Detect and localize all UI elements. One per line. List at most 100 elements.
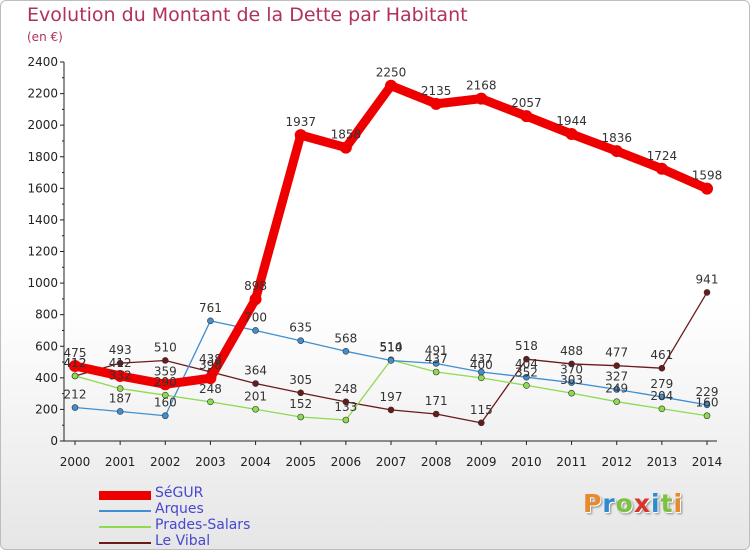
data-label: 477 xyxy=(605,346,628,360)
data-point xyxy=(252,327,259,334)
data-point xyxy=(207,398,214,406)
data-point xyxy=(207,317,214,325)
data-label: 635 xyxy=(289,321,312,335)
data-label: 514 xyxy=(380,340,403,354)
y-tick-label: 800 xyxy=(35,308,58,322)
logo-letter: P xyxy=(583,489,603,518)
data-point xyxy=(387,406,395,414)
data-point xyxy=(161,412,169,420)
data-label: 212 xyxy=(64,388,87,402)
y-tick-label: 1400 xyxy=(27,213,58,227)
data-label: 2135 xyxy=(421,84,452,98)
data-point xyxy=(610,145,623,158)
data-label: 493 xyxy=(109,343,132,357)
data-point xyxy=(655,162,668,175)
data-label: 133 xyxy=(334,400,357,414)
data-label: 152 xyxy=(289,397,312,411)
data-label: 370 xyxy=(560,363,583,377)
data-label: 1598 xyxy=(692,169,723,183)
y-tick-label: 200 xyxy=(35,402,58,416)
legend-swatch xyxy=(99,526,151,528)
data-point xyxy=(161,391,169,399)
x-tick-label-2005: 2005 xyxy=(285,455,316,469)
data-point xyxy=(387,357,395,364)
data-label: 1858 xyxy=(331,128,362,142)
y-tick-label: 2000 xyxy=(27,118,58,132)
data-label: 248 xyxy=(199,382,222,396)
data-label: 2168 xyxy=(466,79,497,93)
data-point xyxy=(523,373,530,381)
data-point xyxy=(385,79,397,92)
data-label: 1724 xyxy=(647,149,678,163)
data-point xyxy=(701,182,713,195)
data-label: 229 xyxy=(696,385,719,399)
data-label: 438 xyxy=(199,352,222,366)
data-label: 303 xyxy=(560,373,583,387)
data-point xyxy=(116,359,124,367)
data-point xyxy=(703,289,711,296)
data-point xyxy=(432,410,440,418)
data-label: 197 xyxy=(380,390,403,404)
chart-title: Evolution du Montant de la Dette par Hab… xyxy=(27,4,468,26)
logo-letter: i xyxy=(673,489,684,518)
logo-letter: i xyxy=(651,489,661,518)
data-label: 332 xyxy=(109,369,132,383)
data-point xyxy=(568,379,575,386)
legend-label: Le Vibal xyxy=(155,533,211,549)
chart-axes: 0 200 400 600 800 1000 1200 1400 1600 1800 2000 220… xyxy=(27,55,722,469)
data-point xyxy=(703,401,711,409)
data-point xyxy=(703,412,711,420)
data-label: 518 xyxy=(515,339,538,353)
data-point xyxy=(523,382,530,389)
data-point xyxy=(159,378,172,391)
y-tick-label: 2200 xyxy=(27,87,58,101)
data-point xyxy=(613,362,621,369)
y-tick-label: 400 xyxy=(35,371,58,385)
data-label: 187 xyxy=(109,391,132,405)
legend-swatch xyxy=(99,510,151,512)
data-label: 1836 xyxy=(601,131,632,145)
data-label: 412 xyxy=(109,356,132,370)
data-label: 115 xyxy=(470,403,493,417)
data-label: 2250 xyxy=(376,66,407,80)
data-point xyxy=(568,389,575,397)
logo-letter: r xyxy=(602,489,616,518)
x-tick-label-2012: 2012 xyxy=(601,455,632,469)
data-label: 700 xyxy=(244,310,267,324)
data-point xyxy=(613,398,621,405)
x-tick-label-2007: 2007 xyxy=(376,455,407,469)
data-label: 327 xyxy=(605,369,628,383)
data-point xyxy=(204,372,217,385)
data-point xyxy=(523,355,530,363)
chart-subtitle: (en €) xyxy=(27,30,63,44)
data-point xyxy=(297,413,305,421)
data-label: 1937 xyxy=(285,115,316,129)
data-point xyxy=(252,405,259,413)
data-point xyxy=(475,92,488,105)
data-point xyxy=(520,110,533,123)
data-point xyxy=(116,408,124,415)
logo-letter: x xyxy=(633,489,651,518)
y-tick-label: 2400 xyxy=(27,55,58,69)
data-point xyxy=(568,360,575,368)
chart-series-lines xyxy=(69,79,713,427)
data-label: 437 xyxy=(425,352,448,366)
data-label: 248 xyxy=(334,382,357,396)
data-point xyxy=(71,404,79,411)
logo-letter: o xyxy=(615,489,634,518)
data-point xyxy=(658,393,666,401)
data-point xyxy=(161,357,169,364)
data-label: 898 xyxy=(244,279,267,293)
data-point xyxy=(477,368,485,376)
x-tick-label-2006: 2006 xyxy=(331,455,362,469)
data-point xyxy=(297,389,305,397)
y-tick-label: 0 xyxy=(50,434,58,448)
legend-swatch xyxy=(99,542,151,544)
legend-label: Arques xyxy=(155,501,204,517)
x-tick-label-2000: 2000 xyxy=(60,455,91,469)
data-label: 761 xyxy=(199,301,222,315)
data-label: 488 xyxy=(560,344,583,358)
